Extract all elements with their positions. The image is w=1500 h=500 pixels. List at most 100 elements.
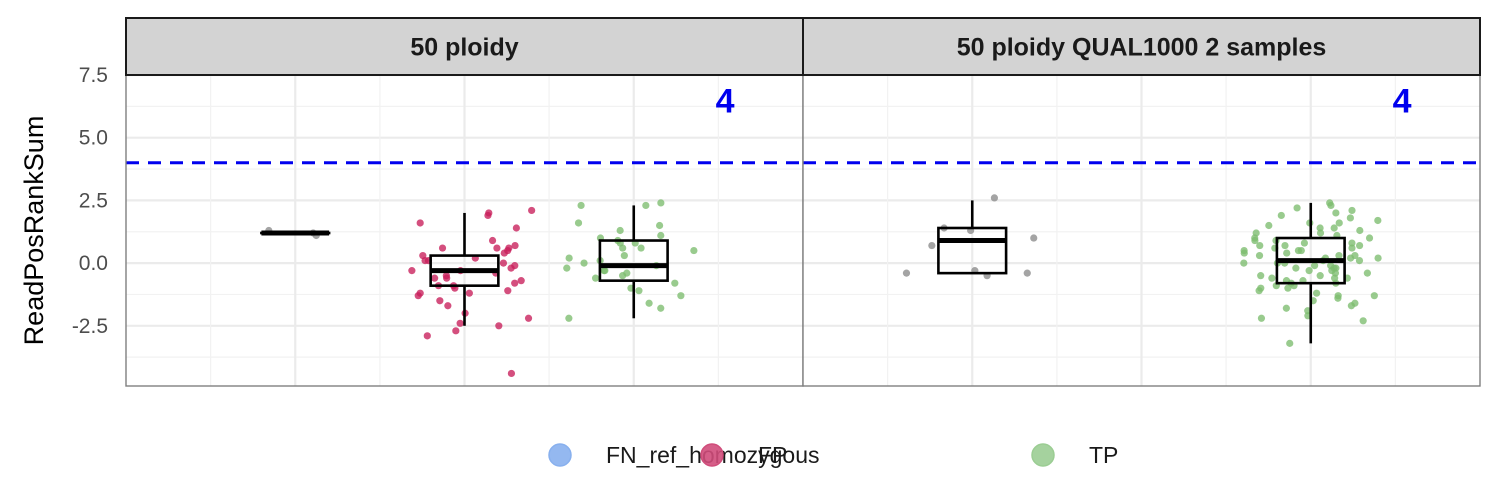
- data-point: [1311, 262, 1319, 270]
- data-point: [414, 292, 422, 300]
- y-axis-title: ReadPosRankSum: [19, 116, 49, 346]
- data-point: [436, 297, 444, 305]
- legend: FN_ref_homozygousFPTP: [548, 442, 1118, 468]
- data-point: [565, 314, 573, 322]
- data-point: [1305, 267, 1313, 275]
- data-point: [1346, 254, 1355, 262]
- data-point: [1374, 216, 1382, 225]
- data-point: [1297, 246, 1305, 255]
- data-point: [1355, 256, 1364, 265]
- data-point: [902, 269, 911, 277]
- data-point: [657, 304, 665, 312]
- data-point: [657, 231, 665, 240]
- data-point: [642, 201, 650, 210]
- data-point: [1330, 224, 1338, 232]
- data-point: [1334, 292, 1342, 300]
- y-tick-label: -2.5: [72, 315, 108, 338]
- box: [937, 226, 1008, 275]
- data-point: [1293, 204, 1301, 212]
- data-point: [1282, 304, 1290, 312]
- data-point: [635, 287, 643, 295]
- data-point: [1283, 249, 1291, 257]
- panel-1: 4 50 ploidy: [125, 17, 804, 387]
- group-tp: [1240, 199, 1382, 347]
- data-point: [423, 332, 431, 340]
- data-point: [928, 241, 936, 250]
- data-point: [1252, 229, 1260, 237]
- data-point: [1356, 226, 1364, 235]
- data-point: [1257, 272, 1265, 280]
- data-point: [443, 274, 451, 282]
- data-point: [990, 194, 999, 202]
- data-point: [488, 236, 497, 245]
- data-point: [512, 224, 520, 232]
- data-point: [645, 299, 653, 307]
- data-point: [499, 259, 508, 267]
- data-point: [677, 292, 685, 300]
- data-point: [504, 287, 512, 295]
- legend-label: FP: [758, 442, 787, 468]
- data-point: [528, 206, 536, 215]
- data-point: [619, 244, 627, 252]
- data-point: [620, 251, 628, 260]
- data-point: [690, 246, 698, 255]
- data-point: [1257, 284, 1265, 292]
- data-point: [600, 267, 608, 275]
- data-point: [1251, 236, 1259, 245]
- legend-key-fn-ref-homozygous: [548, 443, 572, 467]
- data-point: [1348, 206, 1356, 215]
- data-point: [1281, 241, 1289, 250]
- data-point: [574, 219, 583, 227]
- data-point: [1284, 284, 1292, 292]
- data-point: [1363, 269, 1371, 277]
- data-point: [1256, 241, 1264, 250]
- group-fp: [408, 206, 536, 378]
- data-point: [1374, 254, 1382, 262]
- legend-label: TP: [1089, 442, 1118, 468]
- data-point: [1365, 234, 1374, 242]
- data-point: [511, 279, 519, 287]
- data-point: [1335, 219, 1343, 227]
- panel-2: 4 50 ploidy QUAL1000 2 samples: [802, 17, 1481, 387]
- data-point: [591, 274, 600, 282]
- y-tick-label: 2.5: [79, 189, 108, 212]
- threshold-label: 4: [716, 83, 735, 121]
- data-point: [1300, 239, 1309, 247]
- data-point: [1346, 214, 1354, 222]
- data-point: [1277, 211, 1285, 220]
- data-point: [656, 221, 664, 230]
- data-point: [1255, 251, 1264, 260]
- data-point: [577, 201, 585, 210]
- facet-strip-label: 50 ploidy QUAL1000 2 samples: [957, 34, 1327, 62]
- data-point: [623, 269, 631, 277]
- legend-key-fp: [700, 443, 724, 467]
- data-point: [1268, 274, 1276, 282]
- facet-strip-label: 50 ploidy: [410, 34, 518, 62]
- group-tp: [563, 199, 698, 322]
- data-point: [495, 322, 503, 330]
- data-point: [1030, 234, 1038, 242]
- data-point: [1316, 272, 1324, 280]
- data-point: [1359, 317, 1367, 325]
- data-point: [1335, 251, 1343, 260]
- data-point: [1327, 201, 1335, 210]
- data-point: [616, 226, 624, 235]
- data-point: [1348, 244, 1356, 252]
- data-point: [465, 289, 473, 297]
- data-point: [421, 256, 429, 265]
- data-point: [565, 254, 573, 262]
- group-fn-ref-homozygous: [902, 194, 1038, 280]
- data-point: [444, 302, 452, 310]
- data-point: [1312, 289, 1321, 297]
- data-point: [1347, 302, 1355, 310]
- facet-strip: [125, 17, 804, 76]
- data-point: [657, 199, 665, 207]
- y-tick-label: 7.5: [79, 64, 108, 87]
- data-point: [1316, 229, 1325, 237]
- data-point: [416, 219, 424, 227]
- data-point: [504, 246, 512, 255]
- data-point: [511, 241, 519, 250]
- y-tick-label: 0.0: [79, 252, 108, 275]
- data-point: [1356, 241, 1364, 250]
